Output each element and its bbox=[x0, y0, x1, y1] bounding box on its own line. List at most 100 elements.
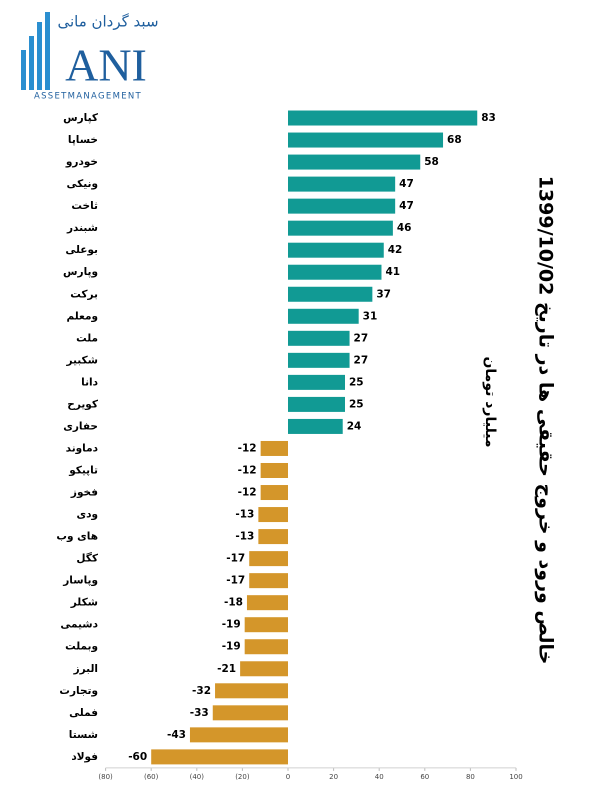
category-label: تاپیکو bbox=[68, 464, 98, 476]
bar bbox=[260, 485, 288, 501]
bar bbox=[249, 573, 288, 589]
logo-bar bbox=[29, 36, 34, 90]
category-label: خودرو bbox=[65, 156, 98, 168]
category-label: دشیمی bbox=[60, 619, 98, 631]
bar bbox=[244, 639, 288, 655]
bar bbox=[288, 396, 345, 412]
bar bbox=[260, 462, 288, 478]
category-label: ومعلم bbox=[67, 310, 98, 322]
value-label: -12 bbox=[238, 442, 257, 454]
value-label: 42 bbox=[388, 244, 403, 256]
bar bbox=[288, 198, 396, 214]
logo-tagline: ASSETMANAGEMENT bbox=[34, 92, 142, 102]
value-label: -18 bbox=[224, 597, 243, 609]
logo-bar bbox=[21, 50, 26, 90]
bar bbox=[258, 507, 288, 523]
bar bbox=[288, 418, 343, 434]
value-label: -19 bbox=[222, 619, 241, 631]
category-label: برکت bbox=[70, 288, 98, 300]
bar bbox=[288, 374, 345, 390]
bar bbox=[288, 286, 373, 302]
value-label: -17 bbox=[226, 553, 245, 565]
bar bbox=[288, 242, 384, 258]
value-label: -17 bbox=[226, 575, 245, 587]
category-label: ونیکی bbox=[67, 178, 99, 190]
value-label: 25 bbox=[349, 398, 364, 410]
bar bbox=[258, 529, 288, 545]
category-label: فملی bbox=[69, 707, 98, 719]
category-label: کویرح bbox=[67, 398, 99, 410]
x-tick-label: 20 bbox=[329, 773, 338, 781]
bar bbox=[288, 308, 359, 324]
value-label: 47 bbox=[399, 178, 414, 190]
x-tick-label: (60) bbox=[144, 773, 159, 781]
value-label: 58 bbox=[424, 156, 439, 168]
value-label: -60 bbox=[128, 751, 147, 763]
x-tick-label: 40 bbox=[375, 773, 384, 781]
category-label: وپارس bbox=[63, 266, 98, 278]
category-label: ثاخت bbox=[71, 200, 98, 212]
bar bbox=[288, 154, 421, 170]
x-tick-label: 60 bbox=[420, 773, 429, 781]
bar bbox=[288, 176, 396, 192]
bar bbox=[215, 683, 288, 699]
category-label: حفاری bbox=[63, 420, 98, 432]
logo-bar bbox=[45, 12, 50, 90]
category-label: های وب bbox=[56, 531, 98, 543]
category-label: شستا bbox=[69, 729, 98, 741]
x-tick-label: 100 bbox=[509, 773, 522, 781]
bar bbox=[288, 264, 382, 280]
logo-mark: ANI bbox=[65, 40, 147, 91]
value-label: 24 bbox=[347, 420, 362, 432]
bar bbox=[260, 440, 288, 456]
category-label: البرز bbox=[73, 663, 98, 675]
x-tick-label: (80) bbox=[98, 773, 113, 781]
bar bbox=[246, 595, 288, 611]
logo-name: سبد گردان مانی bbox=[57, 13, 158, 31]
chart-title: خالص ورود و خروج حقیقی ها در تاریخ 1399/… bbox=[535, 176, 557, 665]
value-label: 83 bbox=[481, 112, 496, 124]
category-label: دماوند bbox=[66, 442, 99, 454]
category-label: ودی bbox=[76, 509, 98, 521]
category-label: فخوز bbox=[70, 487, 98, 499]
bar bbox=[240, 661, 288, 677]
value-label: -33 bbox=[190, 707, 209, 719]
bar bbox=[189, 727, 288, 743]
x-tick-label: (20) bbox=[235, 773, 250, 781]
value-label: 46 bbox=[397, 222, 412, 234]
logo-bar bbox=[37, 22, 42, 90]
value-label: -12 bbox=[238, 464, 257, 476]
bar bbox=[288, 330, 350, 346]
category-label: شکبیر bbox=[65, 354, 98, 366]
value-label: -12 bbox=[238, 487, 257, 499]
bar bbox=[288, 352, 350, 368]
bar bbox=[249, 551, 288, 567]
bar bbox=[288, 220, 393, 236]
category-label: خساپا bbox=[68, 134, 98, 146]
x-tick-label: 80 bbox=[466, 773, 475, 781]
category-label: شبندر bbox=[66, 222, 98, 234]
bar bbox=[212, 705, 288, 721]
category-label: وبملت bbox=[65, 641, 98, 653]
category-label: کپارس bbox=[63, 112, 99, 124]
category-label: بوعلی bbox=[65, 244, 98, 256]
category-label: وپاسار bbox=[62, 575, 98, 587]
value-label: 47 bbox=[399, 200, 414, 212]
value-label: -21 bbox=[217, 663, 236, 675]
category-label: ملت bbox=[76, 332, 98, 344]
category-label: دانا bbox=[81, 376, 98, 388]
value-label: 25 bbox=[349, 376, 364, 388]
value-label: 41 bbox=[385, 266, 400, 278]
value-label: -43 bbox=[167, 729, 186, 741]
x-tick-label: (40) bbox=[190, 773, 205, 781]
value-label: 68 bbox=[447, 134, 462, 146]
category-label: شکلر bbox=[70, 597, 98, 609]
value-label: 31 bbox=[363, 310, 378, 322]
bar bbox=[288, 110, 478, 126]
logo: سبد گردان مانی ANI ASSETMANAGEMENT bbox=[21, 12, 159, 102]
value-label: -32 bbox=[192, 685, 211, 697]
bar bbox=[151, 749, 288, 765]
x-tick-label: 0 bbox=[286, 773, 290, 781]
value-label: -13 bbox=[235, 531, 254, 543]
